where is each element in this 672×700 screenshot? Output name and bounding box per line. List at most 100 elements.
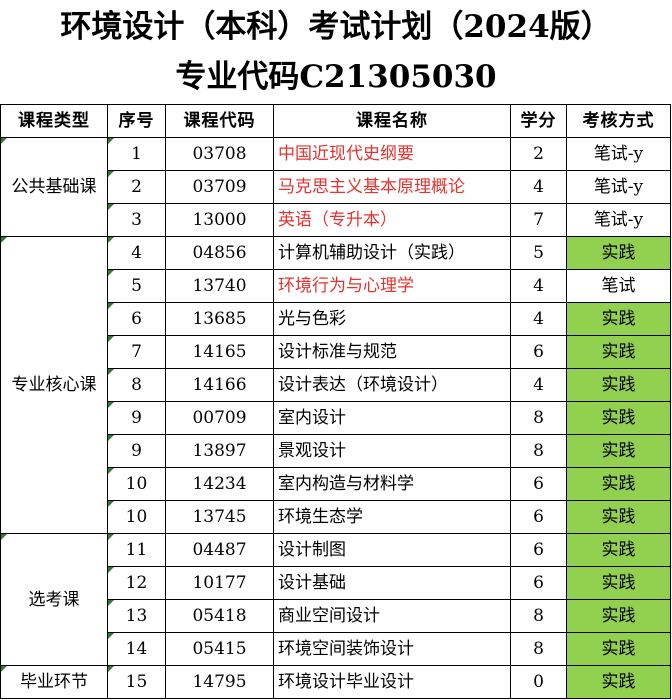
row-code: 13000 bbox=[165, 203, 274, 237]
row-course-name: 环境行为与心理学 bbox=[273, 269, 511, 303]
row-exam: 笔试 bbox=[566, 269, 671, 303]
row-credit: 4 bbox=[510, 368, 567, 402]
table-row: 9 00709 室内设计 8 实践 bbox=[1, 401, 671, 435]
row-credit: 0 bbox=[510, 665, 567, 699]
row-course-name: 马克思主义基本原理概论 bbox=[273, 170, 511, 204]
row-code: 00709 bbox=[165, 401, 274, 435]
row-exam: 实践 bbox=[566, 467, 671, 501]
row-no: 9 bbox=[107, 401, 166, 435]
category-cell: 公共基础课 bbox=[0, 137, 108, 237]
row-no: 8 bbox=[107, 368, 166, 402]
exam-plan-table: 课程类型 序号 课程代码 课程名称 学分 考核方式 公共基础课 1 03708 … bbox=[0, 104, 671, 699]
row-credit: 6 bbox=[510, 467, 567, 501]
row-exam: 实践 bbox=[566, 401, 671, 435]
row-credit: 8 bbox=[510, 632, 567, 666]
table-row: 9 13897 景观设计 8 实践 bbox=[1, 434, 671, 468]
category-cell: 毕业环节 bbox=[0, 665, 108, 699]
row-course-name: 英语（专升本） bbox=[273, 203, 511, 237]
row-code: 04856 bbox=[165, 236, 274, 270]
table-row: 3 13000 英语（专升本） 7 笔试-y bbox=[1, 203, 671, 237]
table-row: 10 14234 室内构造与材料学 6 实践 bbox=[1, 467, 671, 501]
row-credit: 8 bbox=[510, 599, 567, 633]
header-code: 课程代码 bbox=[165, 104, 274, 138]
row-credit: 6 bbox=[510, 500, 567, 534]
row-course-name: 设计表达（环境设计） bbox=[273, 368, 511, 402]
row-credit: 2 bbox=[510, 137, 567, 171]
table-row: 毕业环节 15 14795 环境设计毕业设计 0 实践 bbox=[0, 665, 671, 699]
row-credit: 4 bbox=[510, 170, 567, 204]
table-row: 公共基础课 1 03708 中国近现代史纲要 2 笔试-y bbox=[0, 137, 671, 237]
row-no: 10 bbox=[107, 500, 166, 534]
row-credit: 6 bbox=[510, 335, 567, 369]
row-credit: 8 bbox=[510, 401, 567, 435]
row-credit: 6 bbox=[510, 566, 567, 600]
row-exam: 笔试-y bbox=[566, 203, 671, 237]
row-credit: 4 bbox=[510, 302, 567, 336]
row-course-name: 商业空间设计 bbox=[273, 599, 511, 633]
row-exam: 实践 bbox=[566, 599, 671, 633]
row-no: 5 bbox=[107, 269, 166, 303]
row-exam: 实践 bbox=[566, 434, 671, 468]
header-exam-method: 考核方式 bbox=[566, 104, 671, 138]
row-course-name: 室内构造与材料学 bbox=[273, 467, 511, 501]
row-no: 6 bbox=[107, 302, 166, 336]
header-course-name: 课程名称 bbox=[273, 104, 511, 138]
row-no: 2 bbox=[107, 170, 166, 204]
row-no: 13 bbox=[107, 599, 166, 633]
row-credit: 8 bbox=[510, 434, 567, 468]
row-credit: 5 bbox=[510, 236, 567, 270]
header-course-type: 课程类型 bbox=[0, 104, 108, 138]
row-no: 10 bbox=[107, 467, 166, 501]
row-exam: 实践 bbox=[566, 368, 671, 402]
row-course-name: 设计制图 bbox=[273, 533, 511, 567]
row-exam: 实践 bbox=[566, 632, 671, 666]
table-row: 12 10177 设计基础 6 实践 bbox=[1, 566, 671, 600]
row-code: 03708 bbox=[165, 137, 274, 171]
row-no: 7 bbox=[107, 335, 166, 369]
row-credit: 4 bbox=[510, 269, 567, 303]
major-code-title: 专业代码C21305030 bbox=[175, 59, 497, 95]
row-course-name: 景观设计 bbox=[273, 434, 511, 468]
row-exam: 实践 bbox=[566, 335, 671, 369]
row-code: 14234 bbox=[165, 467, 274, 501]
row-code: 13685 bbox=[165, 302, 274, 336]
row-credit: 7 bbox=[510, 203, 567, 237]
row-exam: 实践 bbox=[566, 236, 671, 270]
row-code: 13740 bbox=[165, 269, 274, 303]
row-course-name: 环境设计毕业设计 bbox=[273, 665, 511, 699]
row-exam: 实践 bbox=[566, 665, 671, 699]
row-credit: 6 bbox=[510, 533, 567, 567]
row-code: 05415 bbox=[165, 632, 274, 666]
table-row: 5 13740 环境行为与心理学 4 笔试 bbox=[1, 269, 671, 303]
table-row: 专业核心课 4 04856 计算机辅助设计（实践） 5 实践 bbox=[0, 236, 671, 534]
table-row: 8 14166 设计表达（环境设计） 4 实践 bbox=[1, 368, 671, 402]
row-no: 9 bbox=[107, 434, 166, 468]
row-exam: 实践 bbox=[566, 500, 671, 534]
table-body: 公共基础课 1 03708 中国近现代史纲要 2 笔试-y 2 03709 马克… bbox=[0, 137, 671, 699]
row-course-name: 中国近现代史纲要 bbox=[273, 137, 511, 171]
page-title: 环境设计（本科）考试计划（2024版） bbox=[60, 9, 612, 45]
row-exam: 笔试-y bbox=[566, 137, 671, 171]
row-no: 1 bbox=[107, 137, 166, 171]
row-course-name: 光与色彩 bbox=[273, 302, 511, 336]
row-code: 14165 bbox=[165, 335, 274, 369]
row-course-name: 室内设计 bbox=[273, 401, 511, 435]
row-course-name: 环境生态学 bbox=[273, 500, 511, 534]
row-code: 13745 bbox=[165, 500, 274, 534]
category-cell: 选考课 bbox=[0, 533, 108, 666]
table-row: 13 05418 商业空间设计 8 实践 bbox=[1, 599, 671, 633]
row-course-name: 环境空间装饰设计 bbox=[273, 632, 511, 666]
row-code: 13897 bbox=[165, 434, 274, 468]
header-credit: 学分 bbox=[510, 104, 567, 138]
row-exam: 笔试-y bbox=[566, 170, 671, 204]
row-no: 14 bbox=[107, 632, 166, 666]
category-cell: 专业核心课 bbox=[0, 236, 108, 534]
table-row: 14 05415 环境空间装饰设计 8 实践 bbox=[1, 632, 671, 666]
row-code: 03709 bbox=[165, 170, 274, 204]
row-no: 4 bbox=[107, 236, 166, 270]
row-code: 05418 bbox=[165, 599, 274, 633]
row-code: 14166 bbox=[165, 368, 274, 402]
header-no: 序号 bbox=[107, 104, 166, 138]
table-row: 2 03709 马克思主义基本原理概论 4 笔试-y bbox=[1, 170, 671, 204]
row-exam: 实践 bbox=[566, 566, 671, 600]
